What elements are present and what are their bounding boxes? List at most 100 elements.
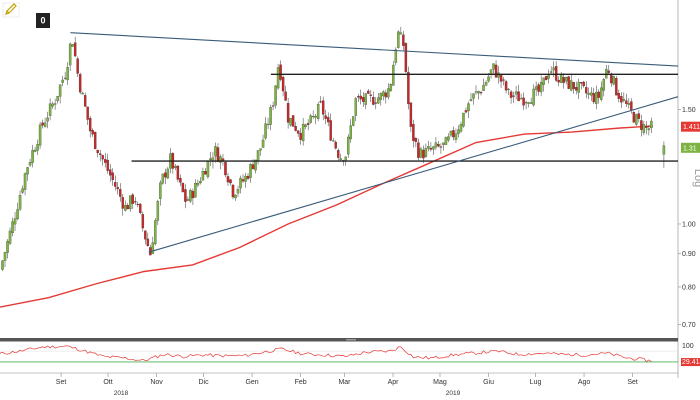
candle-down: [184, 189, 187, 202]
candle-down: [362, 97, 365, 102]
candle-up: [254, 159, 257, 171]
candle-up: [154, 220, 157, 245]
candle-down: [126, 205, 129, 210]
candle-down: [597, 91, 600, 98]
candle-up: [419, 148, 423, 158]
candle-up: [209, 158, 212, 160]
candle-down: [221, 158, 225, 161]
candle-up: [244, 175, 247, 182]
y-tick-label: 0.70: [682, 322, 696, 329]
candles: [1, 26, 666, 272]
candle-down: [131, 194, 135, 204]
y-tick-label: 1.00: [682, 221, 696, 228]
candle-up: [399, 32, 403, 35]
candle-down: [106, 159, 109, 171]
candle-down: [241, 179, 245, 182]
candle-down: [121, 197, 124, 209]
candle-up: [392, 64, 395, 86]
candle-up: [547, 74, 550, 79]
candle-down: [557, 79, 560, 83]
candle-down: [502, 79, 505, 81]
candle-up: [507, 88, 510, 90]
last-price-badge-bg: [681, 142, 700, 153]
candle-up: [261, 139, 265, 148]
candle-down: [291, 115, 295, 127]
oscillator-tick-label: 100: [682, 343, 694, 350]
candle-down: [640, 120, 643, 130]
candle-down: [620, 96, 623, 103]
candle-up: [339, 158, 342, 161]
candle-down: [615, 77, 618, 96]
candle-up: [1, 260, 4, 270]
last-price-badge-label: 1.31: [683, 145, 697, 152]
candle-up: [259, 148, 262, 151]
grid: [0, 0, 679, 378]
candle-up: [457, 129, 460, 134]
oscillator-panel: 100 29.4149: [0, 343, 700, 367]
candle-up: [622, 98, 626, 101]
candle-down: [96, 149, 99, 154]
candle-up: [129, 195, 132, 210]
drawing-tool-button[interactable]: [2, 2, 20, 18]
candle-up: [477, 91, 480, 94]
candle-up: [194, 183, 197, 198]
x-tick-label: Nov: [150, 379, 163, 386]
candle-up: [21, 188, 24, 193]
candle-down: [359, 95, 362, 100]
candle-down: [537, 84, 540, 92]
last-candle: [662, 145, 666, 155]
candle-down: [231, 184, 235, 198]
panel-separator[interactable]: [0, 338, 678, 342]
candle-down: [572, 82, 575, 90]
candle-up: [71, 44, 74, 47]
candle-up: [424, 148, 428, 157]
candle-down: [101, 155, 104, 160]
candle-up: [124, 205, 127, 211]
candle-up: [600, 87, 603, 100]
candle-up: [309, 115, 312, 123]
candle-down: [630, 101, 633, 111]
candle-up: [264, 123, 267, 139]
candle-up: [492, 63, 495, 70]
candle-up: [482, 85, 485, 91]
candle-down: [437, 144, 440, 147]
candle-down: [181, 182, 185, 192]
candle-down: [176, 165, 180, 180]
candle-up: [31, 150, 34, 163]
candle-down: [179, 177, 182, 183]
candle-down: [585, 87, 588, 94]
candle-up: [11, 221, 14, 234]
candle-up: [38, 124, 42, 146]
candle-down: [407, 72, 410, 105]
candle-up: [174, 166, 177, 168]
candle-up: [219, 156, 222, 163]
candle-up: [469, 99, 473, 101]
candle-up: [454, 133, 458, 140]
candle-down: [580, 82, 583, 84]
candle-down: [357, 96, 360, 98]
candle-up: [444, 137, 448, 145]
candle-down: [637, 113, 641, 119]
candle-up: [467, 103, 470, 112]
candle-up: [6, 240, 9, 253]
rising-trendline: [148, 96, 679, 253]
candle-up: [26, 167, 29, 175]
y-tick-label: 0.90: [682, 251, 696, 258]
x-tick-label: Mag: [433, 379, 447, 386]
object-count-badge[interactable]: 0: [36, 13, 50, 28]
candle-down: [226, 176, 230, 183]
candle-up: [394, 49, 398, 63]
candle-up: [462, 112, 465, 127]
time-axis: Set Ott Nov Dic Gen Feb Mar Apr Mag Giu Lug Ago Set 2…: [56, 373, 638, 397]
candle-down: [504, 81, 508, 91]
candle-down: [336, 150, 340, 158]
last-price-badge: 1.31: [681, 142, 700, 153]
candle-up: [364, 93, 368, 105]
candle-down: [191, 190, 195, 199]
panel-separator-handle[interactable]: [346, 339, 356, 341]
candle-down: [134, 201, 137, 203]
candle-down: [284, 91, 287, 101]
candle-up: [274, 85, 277, 106]
candle-up: [549, 71, 553, 73]
